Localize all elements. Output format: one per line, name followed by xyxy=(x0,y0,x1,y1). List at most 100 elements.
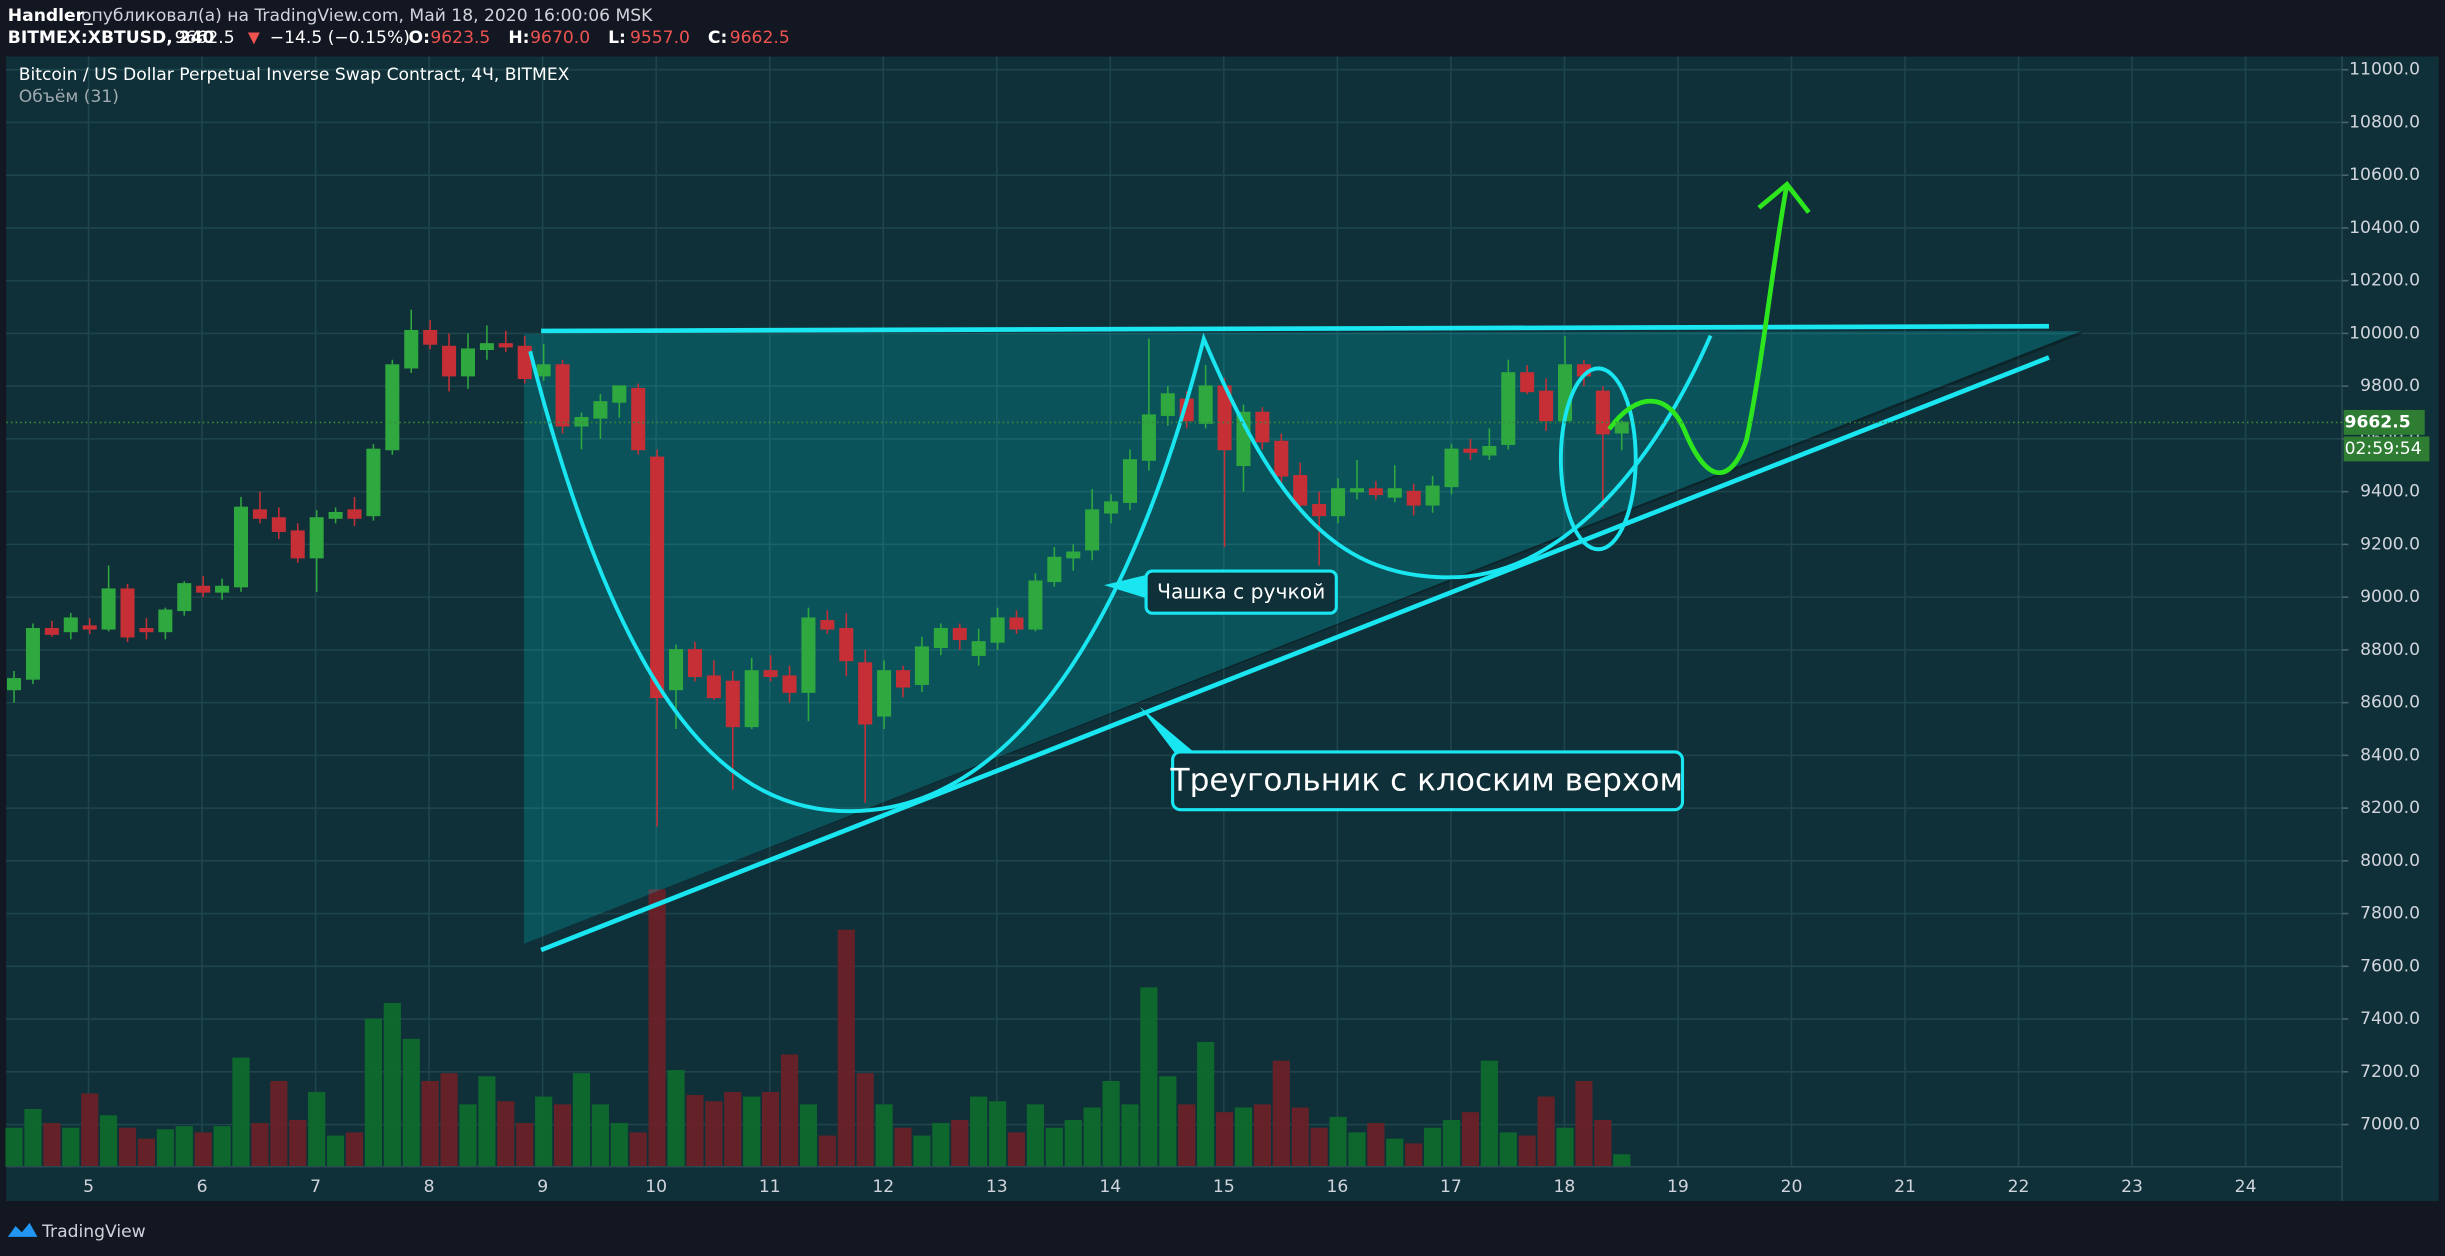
x-tick-label: 8 xyxy=(424,1177,435,1197)
ohlc-value: 9623.5 xyxy=(430,28,490,48)
volume-bar xyxy=(1102,1080,1120,1167)
volume-bar xyxy=(24,1109,42,1167)
y-tick-label: 8200.0 xyxy=(2360,798,2420,818)
volume-bar xyxy=(81,1093,99,1167)
chart-area xyxy=(6,56,2439,1202)
volume-bar xyxy=(856,1073,874,1167)
volume-bar xyxy=(1064,1119,1082,1167)
timer-box xyxy=(2343,436,2430,462)
candle-body xyxy=(120,588,135,638)
volume-bar xyxy=(43,1123,61,1167)
y-tick-label: 7800.0 xyxy=(2360,904,2420,924)
candle-body xyxy=(215,585,230,593)
candle-body xyxy=(517,345,532,380)
candle-body xyxy=(536,364,551,377)
x-tick-label: 6 xyxy=(197,1177,208,1197)
volume-bar xyxy=(5,1127,23,1167)
candle-body xyxy=(423,329,438,345)
volume-bar xyxy=(1140,987,1158,1167)
volume-bar xyxy=(932,1123,950,1167)
logo xyxy=(7,1222,38,1237)
candle-body xyxy=(801,617,816,693)
volume-bar xyxy=(913,1135,931,1167)
y-tick-label: 9000.0 xyxy=(2360,587,2420,607)
candle-body xyxy=(782,675,797,693)
volume-bar xyxy=(780,1054,799,1167)
candle-body xyxy=(252,509,267,519)
y-tick-label: 7400.0 xyxy=(2360,1009,2420,1029)
volume-bar xyxy=(1007,1132,1026,1167)
candle-body xyxy=(1482,446,1497,456)
y-tick-label: 8800.0 xyxy=(2360,640,2420,660)
volume-bar xyxy=(1253,1104,1271,1167)
author[interactable]: Handler_ xyxy=(8,6,93,26)
brand[interactable]: TradingView xyxy=(41,1222,146,1242)
volume-bar xyxy=(1310,1127,1328,1167)
resistance-line xyxy=(541,323,2049,334)
candle-body xyxy=(233,506,249,588)
volume-bar xyxy=(118,1127,137,1167)
candle-body xyxy=(1595,390,1610,435)
x-tick-label: 11 xyxy=(759,1177,781,1197)
x-tick-label: 9 xyxy=(537,1177,548,1197)
callout-pointer xyxy=(1139,706,1198,759)
volume-bar xyxy=(1215,1112,1234,1167)
candle-body xyxy=(7,678,22,691)
volume-bar xyxy=(989,1101,1007,1167)
candle-body xyxy=(44,627,59,635)
x-tick-label: 15 xyxy=(1213,1177,1235,1197)
volume-bar xyxy=(100,1115,118,1167)
forecast-arrow xyxy=(1607,181,1811,475)
x-tick-label: 12 xyxy=(872,1177,894,1197)
volume-bar xyxy=(62,1127,80,1167)
x-tick-label: 5 xyxy=(83,1177,94,1197)
candle-body xyxy=(650,456,665,699)
candle-body xyxy=(82,625,97,630)
ohlc-label: O: xyxy=(409,28,430,48)
candle-body xyxy=(952,627,967,641)
candle-body xyxy=(687,649,702,678)
volume-bar xyxy=(572,1073,591,1167)
volume-bar xyxy=(213,1126,231,1167)
candle-body xyxy=(1349,488,1364,493)
y-tick-label: 7000.0 xyxy=(2360,1115,2420,1135)
volume-bar xyxy=(1197,1041,1215,1167)
y-tick-label: 8600.0 xyxy=(2360,693,2420,713)
last-price-label: 9662.5 xyxy=(2345,412,2411,432)
volume-bar xyxy=(478,1076,496,1167)
cup-curve xyxy=(528,332,1713,814)
volume-bar xyxy=(1556,1127,1574,1167)
volume-bar xyxy=(1159,1076,1177,1167)
candle-body xyxy=(196,585,211,593)
candle-body xyxy=(1009,617,1024,630)
candle-body xyxy=(631,388,646,451)
volume-bar xyxy=(1291,1107,1309,1167)
candle-body xyxy=(1387,488,1402,498)
volume-bar xyxy=(799,1104,818,1167)
volume-bar xyxy=(289,1119,307,1167)
candle-body xyxy=(1066,551,1081,559)
x-tick-label: 20 xyxy=(1781,1177,1803,1197)
volume-bar xyxy=(327,1135,345,1167)
candle-body xyxy=(290,530,305,559)
volume-bar xyxy=(459,1104,477,1167)
candle-body xyxy=(63,617,78,633)
volume-bar xyxy=(1424,1127,1442,1167)
y-tick-label: 10800.0 xyxy=(2349,112,2420,132)
x-tick-label: 17 xyxy=(1440,1177,1462,1197)
symbol[interactable]: BITMEX:XBTUSD, 240 xyxy=(8,28,215,48)
ohlc-value: 9670.0 xyxy=(530,28,590,48)
volume-bar xyxy=(818,1135,836,1167)
x-tick-label: 13 xyxy=(986,1177,1008,1197)
candle-body xyxy=(612,385,627,403)
x-tick-label: 14 xyxy=(1099,1177,1121,1197)
annotation: Треугольник с клоским верхом xyxy=(1170,763,1683,799)
candle-body xyxy=(366,448,381,517)
volume-bar xyxy=(667,1070,685,1167)
volume-bar xyxy=(875,1104,893,1167)
volume-bar xyxy=(1480,1060,1498,1167)
y-tick-label: 7200.0 xyxy=(2360,1062,2420,1082)
candle-body xyxy=(271,517,286,532)
volume-bar xyxy=(364,1018,382,1167)
volume-bar xyxy=(270,1080,288,1167)
